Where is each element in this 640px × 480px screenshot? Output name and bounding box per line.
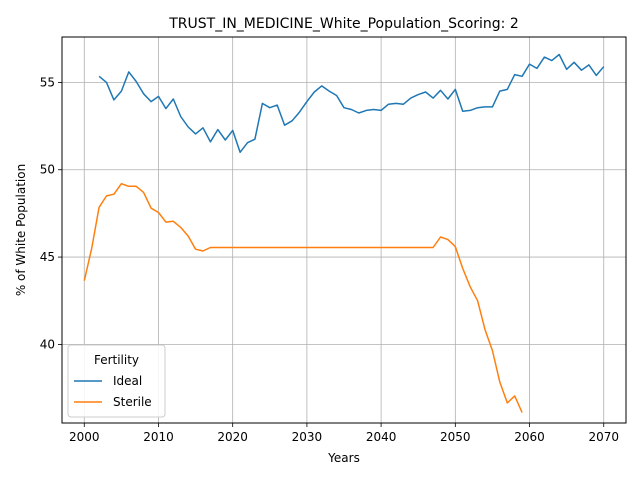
legend-label-ideal: Ideal [113, 374, 142, 388]
grid-lines [62, 37, 626, 423]
chart-title: TRUST_IN_MEDICINE_White_Population_Scori… [168, 16, 519, 32]
y-tick-label-45: 45 [40, 250, 55, 264]
y-tick-label-50: 50 [40, 163, 55, 177]
legend-title: Fertility [94, 353, 139, 367]
legend: Fertility Ideal Sterile [67, 344, 166, 418]
series-line-ideal [98, 53, 605, 154]
x-axis-label: Years [327, 451, 360, 465]
x-tick-label-2070: 2070 [588, 430, 619, 444]
y-axis-label: % of White Population [14, 164, 28, 296]
x-tick-label-2010: 2010 [143, 430, 174, 444]
plot-frame [61, 36, 627, 424]
x-tick-label-2040: 2040 [366, 430, 397, 444]
x-tick-label-2060: 2060 [514, 430, 545, 444]
series-lines [83, 53, 605, 413]
legend-label-sterile: Sterile [113, 395, 152, 409]
axis-ticks: 2000 2010 2020 2030 2040 2050 2060 2070 40 45 50 55 [40, 75, 619, 444]
y-tick-label-40: 40 [40, 337, 55, 351]
x-tick-label-2030: 2030 [292, 430, 323, 444]
x-tick-label-2000: 2000 [69, 430, 100, 444]
legend-box [67, 344, 166, 418]
y-tick-label-55: 55 [40, 75, 55, 89]
x-tick-label-2050: 2050 [440, 430, 471, 444]
x-tick-label-2020: 2020 [217, 430, 248, 444]
series-line-sterile [83, 182, 523, 413]
